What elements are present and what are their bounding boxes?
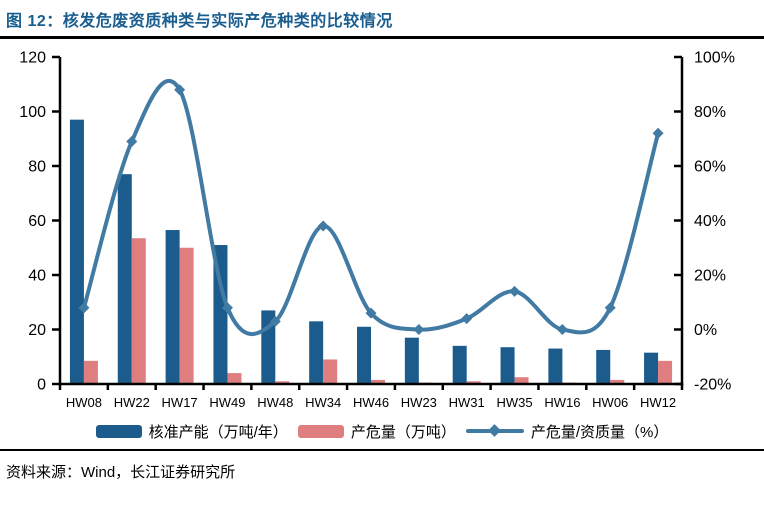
x-axis-labels: HW08 HW22 HW17 HW49 HW48 HW34 HW46 HW23 HW31 HW35… (58, 384, 684, 410)
bar (404, 337, 419, 384)
category-label: HW35 (496, 395, 532, 410)
tick-label: 100% (694, 50, 735, 67)
tick-label: 100 (19, 104, 46, 121)
title-divider-line (0, 36, 764, 39)
diamond-marker-icon (509, 285, 521, 297)
tick-label: -20% (694, 377, 731, 394)
bar (323, 359, 338, 384)
category-label: HW34 (305, 395, 341, 410)
bar (371, 379, 385, 384)
tick-label: 80% (694, 104, 726, 121)
diamond-marker-icon (126, 135, 138, 147)
y-right-axis-labels: -20% 0% 20% 40% 60% 80% 100% (674, 50, 735, 394)
bar (275, 381, 290, 384)
bar-swatch-blue (95, 424, 142, 438)
legend-item-approved-capacity: 核准产能（万吨/年） (95, 421, 288, 442)
bar (644, 352, 659, 384)
diamond-marker-icon (604, 302, 616, 314)
bar (309, 321, 324, 384)
source-note: 资料来源：Wind，长江证券研究所 (6, 464, 236, 481)
bar (117, 174, 132, 384)
category-label: HW22 (114, 395, 150, 410)
chart-canvas: 0 20 40 60 80 100 120 -20% 0% 20% 40% 60% 80% 100% HW0… (19, 50, 735, 411)
diamond-marker-icon (652, 127, 664, 139)
bar (658, 360, 673, 384)
category-label: HW17 (162, 395, 198, 410)
footer-divider-line (0, 449, 764, 451)
legend-item-ratio-line: 产危量/资质量（%） (465, 421, 669, 442)
diamond-marker-icon (174, 84, 186, 96)
category-label: HW12 (640, 395, 676, 410)
diamond-marker-icon (365, 307, 377, 319)
category-label: HW06 (592, 395, 628, 410)
tick-label: 40 (28, 268, 46, 285)
y-left-axis-labels: 0 20 40 60 80 100 120 (19, 50, 60, 394)
tick-label: 20 (28, 322, 46, 339)
diamond-marker-icon (221, 302, 233, 314)
category-label: HW08 (66, 395, 102, 410)
tick-label: 20% (694, 268, 726, 285)
diamond-marker-icon (487, 424, 501, 437)
tick-label: 0 (37, 377, 46, 394)
legend-label: 产危量/资质量（%） (530, 423, 669, 441)
diamond-marker-icon (413, 324, 425, 335)
bar (179, 247, 194, 384)
bar (131, 238, 146, 384)
chart-legend: 核准产能（万吨/年） 产危量（万吨） 产危量/资质量（%） (0, 413, 764, 449)
diamond-marker-icon (317, 220, 329, 232)
category-label: HW23 (401, 395, 437, 410)
figure-title: 图 12：核发危废资质种类与实际产危种类的比较情况 (6, 13, 393, 30)
tick-label: 60 (28, 213, 46, 230)
combo-chart: 0 20 40 60 80 100 120 -20% 0% 20% 40% 60% 80% 100% HW0… (0, 39, 764, 411)
tick-label: 60% (694, 159, 726, 176)
diamond-marker-icon (269, 315, 281, 327)
legend-item-hazwaste-output: 产危量（万吨） (297, 421, 456, 442)
diamond-marker-icon (556, 324, 568, 335)
category-label: HW49 (209, 395, 245, 410)
category-label: HW31 (449, 395, 485, 410)
tick-label: 0% (694, 322, 717, 339)
bar (596, 349, 611, 384)
category-label: HW48 (257, 395, 293, 410)
ratio-line-series (78, 79, 664, 337)
bar (452, 345, 467, 384)
bars-approved-capacity (69, 119, 659, 385)
bar (227, 373, 242, 384)
bar (165, 230, 180, 384)
category-label: HW46 (353, 395, 389, 410)
bar (466, 381, 481, 384)
tick-label: 80 (28, 159, 46, 176)
bar (514, 377, 529, 384)
bar (548, 348, 563, 384)
bar (83, 360, 98, 384)
diamond-marker-icon (78, 302, 90, 314)
bar (69, 119, 84, 385)
bar (500, 347, 515, 384)
bar (610, 379, 625, 384)
category-label: HW16 (544, 395, 580, 410)
bar (357, 326, 371, 384)
bar (213, 245, 228, 384)
line-marker-swatch (465, 424, 524, 438)
bar-swatch-pink (297, 424, 344, 438)
diamond-marker-icon (461, 313, 473, 325)
legend-label: 核准产能（万吨/年） (148, 423, 288, 441)
tick-label: 120 (19, 50, 46, 67)
legend-label: 产危量（万吨） (350, 423, 456, 441)
tick-label: 40% (694, 213, 726, 230)
